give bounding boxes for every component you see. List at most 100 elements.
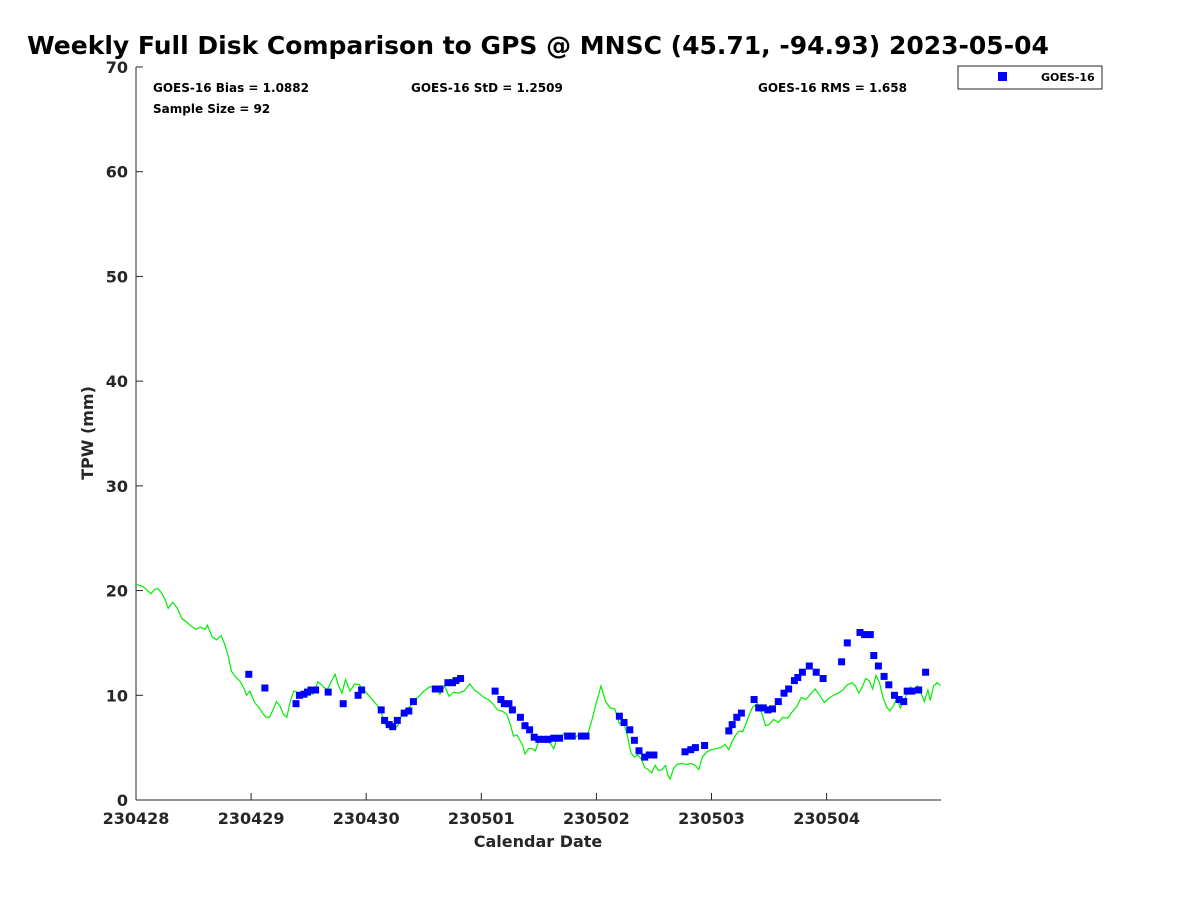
goes16-point: [540, 735, 547, 743]
goes16-point: [620, 719, 628, 726]
x-axis-ticks: 230428 230429 230430 230501 230502 230503 2305…: [103, 793, 860, 828]
goes16-point: [339, 700, 347, 708]
goes16-point: [436, 685, 444, 693]
x-tick-label: 230429: [218, 809, 285, 828]
goes16-point: [764, 706, 772, 714]
goes16-point: [922, 668, 930, 676]
goes16-point: [641, 753, 649, 761]
plot-area: 0 10 20 30 40 50 60 70 230428 230429 230430 230501…: [103, 58, 941, 828]
goes16-point: [645, 751, 653, 759]
goes16-point: [354, 691, 362, 699]
legend-marker: [998, 72, 1007, 81]
goes16-point: [261, 684, 269, 692]
goes16-point: [312, 686, 320, 694]
goes16-point: [444, 679, 452, 687]
goes16-point: [856, 629, 864, 636]
goes16-point: [516, 713, 524, 721]
goes16-point: [381, 716, 389, 724]
goes16-point: [377, 706, 385, 714]
goes16-point: [615, 712, 623, 720]
goes16-point: [630, 736, 638, 744]
goes16-point: [505, 700, 513, 708]
goes16-point: [500, 700, 508, 708]
goes16-point: [650, 751, 658, 759]
y-tick-label: 30: [106, 477, 128, 496]
goes16-point: [452, 677, 460, 685]
goes16-point: [798, 668, 806, 676]
goes16-point: [885, 681, 893, 689]
goes16-point: [550, 734, 558, 742]
goes16-point: [405, 707, 413, 715]
y-tick-label: 0: [117, 791, 128, 810]
goes16-point: [635, 747, 643, 755]
goes16-point: [843, 639, 851, 647]
x-tick-label: 230428: [103, 809, 170, 828]
goes16-point: [577, 732, 585, 740]
goes16-scatter-series: [245, 629, 930, 761]
goes16-point: [409, 698, 417, 706]
goes16-point: [497, 696, 505, 703]
goes16-point: [393, 716, 401, 724]
y-tick-label: 20: [106, 582, 128, 601]
goes16-point: [903, 687, 911, 695]
goes16-point: [895, 696, 903, 703]
goes16-point: [508, 706, 516, 714]
chart-title: Weekly Full Disk Comparison to GPS @ MNS…: [27, 31, 1049, 60]
y-tick-label: 60: [106, 163, 128, 182]
goes16-point: [457, 675, 465, 682]
goes16-point: [626, 726, 634, 734]
goes16-point: [307, 686, 315, 694]
legend-box: [957, 65, 1103, 90]
y-tick-label: 40: [106, 372, 128, 391]
goes16-point: [568, 732, 576, 740]
goes16-point: [794, 674, 802, 681]
goes16-point: [681, 748, 689, 756]
legend: GOES-16: [957, 65, 1103, 90]
rms-stat: GOES-16 RMS = 1.658: [758, 81, 907, 95]
goes16-point: [544, 735, 552, 743]
goes16-point: [785, 685, 793, 693]
sample-size-stat: Sample Size = 92: [153, 102, 270, 116]
goes16-point: [733, 713, 741, 721]
x-tick-label: 230504: [793, 809, 860, 828]
goes16-point: [491, 687, 499, 695]
goes16-point: [400, 709, 408, 717]
goes16-point: [687, 746, 695, 754]
goes16-point: [535, 735, 543, 743]
goes16-point: [900, 698, 908, 706]
goes16-point: [582, 732, 590, 740]
y-tick-label: 10: [106, 686, 128, 705]
goes16-point: [691, 744, 699, 752]
goes16-point: [564, 732, 572, 740]
goes16-point: [915, 686, 923, 694]
goes16-point: [880, 672, 888, 680]
goes16-point: [866, 631, 874, 639]
y-tick-label: 70: [106, 58, 128, 77]
goes16-point: [750, 696, 758, 703]
goes16-point: [891, 691, 898, 699]
x-axis-label: Calendar Date: [474, 832, 603, 851]
goes16-point: [874, 662, 882, 670]
goes16-point: [819, 675, 827, 682]
goes16-point: [358, 686, 366, 694]
y-axis-label: TPW (mm): [78, 386, 97, 480]
x-tick-label: 230430: [333, 809, 400, 828]
goes16-point: [908, 687, 916, 695]
goes16-point: [728, 721, 736, 729]
goes16-point: [737, 709, 745, 717]
std-stat: GOES-16 StD = 1.2509: [411, 81, 563, 95]
goes16-point: [725, 727, 733, 735]
goes16-point: [245, 670, 253, 678]
y-tick-label: 50: [106, 267, 128, 286]
y-axis-ticks: 0 10 20 30 40 50 60 70: [106, 58, 143, 810]
goes16-point: [431, 685, 439, 693]
goes16-point: [838, 658, 846, 666]
goes16-point: [759, 704, 767, 712]
x-tick-label: 230502: [563, 809, 630, 828]
x-tick-label: 230501: [448, 809, 515, 828]
bias-stat: GOES-16 Bias = 1.0882: [153, 81, 309, 95]
goes16-point: [805, 662, 813, 670]
goes16-point: [769, 705, 776, 713]
goes16-point: [870, 652, 878, 659]
goes16-point: [774, 698, 782, 706]
